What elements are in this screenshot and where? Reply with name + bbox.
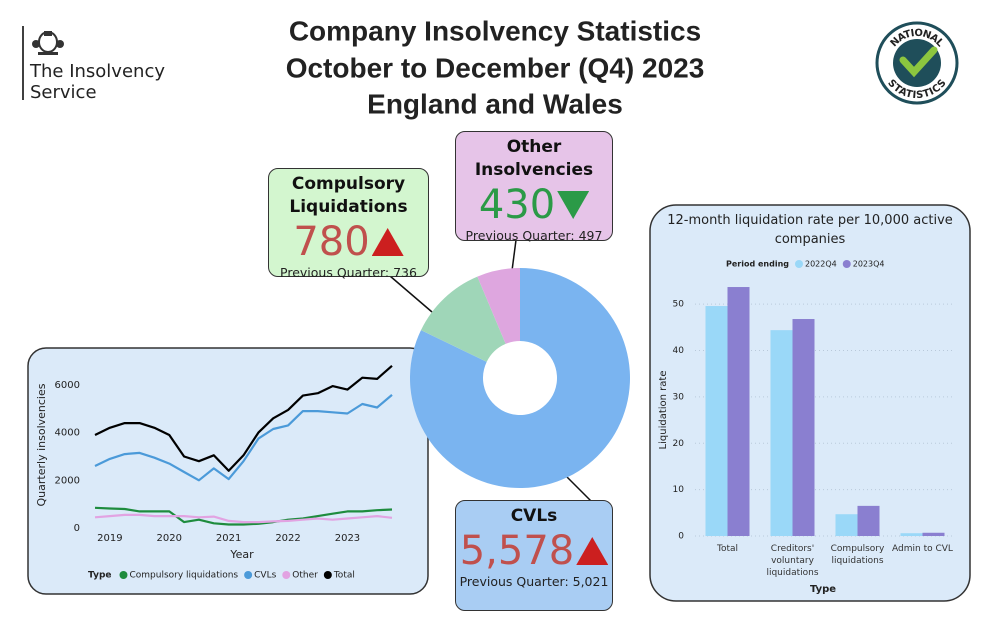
legend-swatch [842, 260, 851, 268]
bar [857, 505, 880, 536]
y-tick-label: 10 [673, 485, 685, 495]
x-tick-label: 2019 [97, 533, 122, 544]
badge: NATIONAL STATISTICS [875, 21, 959, 105]
card-value: 5,578 [459, 528, 575, 574]
x-tick-label: Admin to CVL [892, 544, 953, 554]
y-tick-label: 30 [673, 392, 685, 402]
legend-label: Total [333, 571, 355, 581]
legend-label: 2022Q4 [805, 260, 837, 269]
x-tick-label: Compulsory liquidations [830, 544, 885, 566]
bar [705, 306, 728, 536]
legend-swatch [282, 571, 291, 579]
legend-swatch [244, 571, 253, 579]
page-title: England and Wales [367, 88, 623, 119]
legend-label: 2023Q4 [853, 260, 885, 269]
card-title: Compulsory Liquidations [289, 174, 408, 217]
x-axis-title: Type [810, 584, 836, 595]
card-value-row: 5,578 [460, 530, 609, 572]
kpi-card: CVLs 5,578 Previous Quarter: 5,021 [455, 500, 613, 611]
bar [727, 287, 750, 536]
line-series [94, 364, 393, 472]
legend-swatch [119, 571, 128, 579]
legend-title: Type [88, 571, 111, 581]
y-axis-title: Quarterly insolvencies [35, 383, 48, 506]
legend-swatch [323, 571, 332, 579]
card-title: Other Insolvencies [474, 137, 594, 180]
line-series [94, 506, 393, 526]
card-value-row: 430 [478, 182, 590, 228]
x-tick-label: 2020 [157, 533, 182, 544]
trend-arrow [557, 191, 590, 219]
donut-slice [410, 268, 631, 488]
legend-swatch [795, 260, 803, 268]
card-previous: Previous Quarter: 497 [465, 228, 603, 243]
org-name: Service [30, 82, 97, 103]
bar [792, 319, 815, 536]
chart-title: 12-month liquidation rate per 10,000 act… [667, 213, 953, 247]
line-series [94, 394, 393, 482]
legend-title: Period ending [726, 260, 789, 269]
y-axis-title: Liquidation rate [658, 371, 669, 450]
x-axis-title: Year [229, 548, 254, 561]
card-previous: Previous Quarter: 736 [280, 265, 417, 280]
y-tick-label: 0 [74, 523, 80, 534]
trend-arrow [576, 537, 609, 565]
donut-slice [420, 276, 506, 362]
bar [770, 330, 793, 536]
y-tick-label: 4000 [55, 428, 80, 439]
card-title: CVLs [510, 506, 558, 526]
trend-arrow [371, 228, 404, 256]
x-tick-label: 2022 [275, 533, 300, 544]
x-tick-label: 2021 [216, 533, 241, 544]
crest [32, 31, 64, 55]
line-series [94, 513, 393, 524]
y-tick-label: 6000 [55, 380, 80, 391]
y-tick-label: 2000 [55, 475, 80, 486]
card-value: 430 [478, 182, 556, 228]
kpi-card: Other Insolvencies 430 Previous Quarter: 4… [455, 131, 613, 243]
bar [900, 533, 923, 536]
x-tick-label: Creditors' voluntary liquidations [766, 544, 819, 578]
legend-label: CVLs [254, 571, 276, 581]
connector [389, 275, 433, 313]
x-tick-label: 2023 [335, 533, 360, 544]
card-value-row: 780 [293, 219, 404, 265]
legend-label: Compulsory liquidations [129, 571, 238, 581]
donut-slice [477, 268, 520, 344]
card-value: 780 [293, 219, 370, 265]
bar [922, 532, 945, 536]
y-tick-label: 50 [673, 300, 685, 310]
y-tick-label: 0 [678, 532, 684, 542]
bar [835, 514, 858, 536]
legend-label: Other [292, 571, 318, 581]
y-tick-label: 20 [673, 439, 685, 449]
card-previous: Previous Quarter: 5,021 [459, 574, 609, 589]
kpi-card: Compulsory Liquidations 780 Previous Quart… [268, 168, 429, 280]
org-name: The Insolvency [29, 61, 165, 82]
x-tick-label: Total [716, 544, 739, 554]
page-title: October to December (Q4) 2023 [286, 52, 705, 83]
y-tick-label: 40 [673, 346, 685, 356]
page-title: Company Insolvency Statistics [289, 15, 701, 46]
